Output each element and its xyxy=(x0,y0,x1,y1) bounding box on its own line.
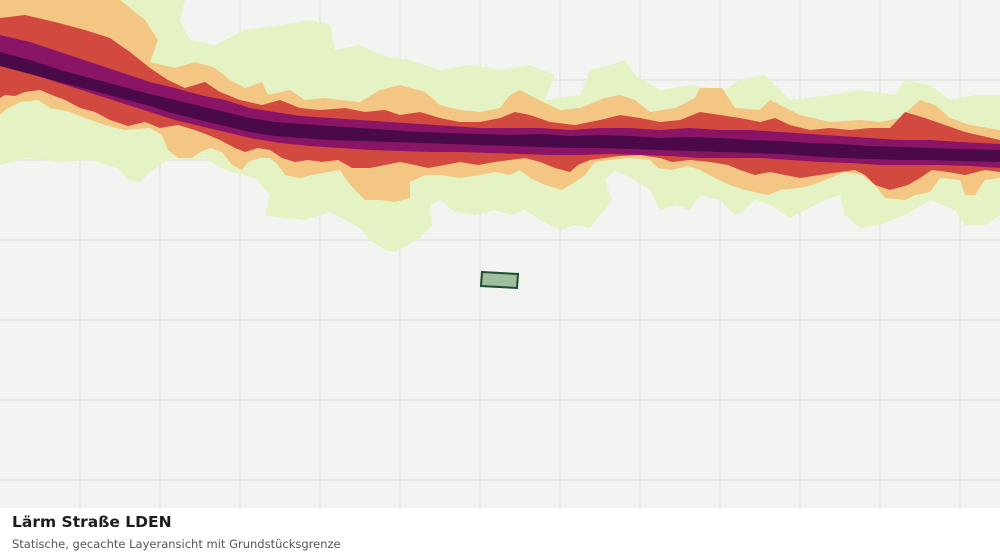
noise-band-very-high xyxy=(0,35,1000,168)
noise-band-max xyxy=(0,52,1000,162)
layer-caption: Lärm Straße LDEN Statische, gecachte Lay… xyxy=(0,508,1000,560)
map-canvas xyxy=(0,0,1000,508)
map-view[interactable] xyxy=(0,0,1000,508)
layer-title: Lärm Straße LDEN xyxy=(12,513,172,531)
parcel-boundary[interactable] xyxy=(479,270,520,290)
layer-subtitle: Statische, gecachte Layeransicht mit Gru… xyxy=(12,537,341,551)
